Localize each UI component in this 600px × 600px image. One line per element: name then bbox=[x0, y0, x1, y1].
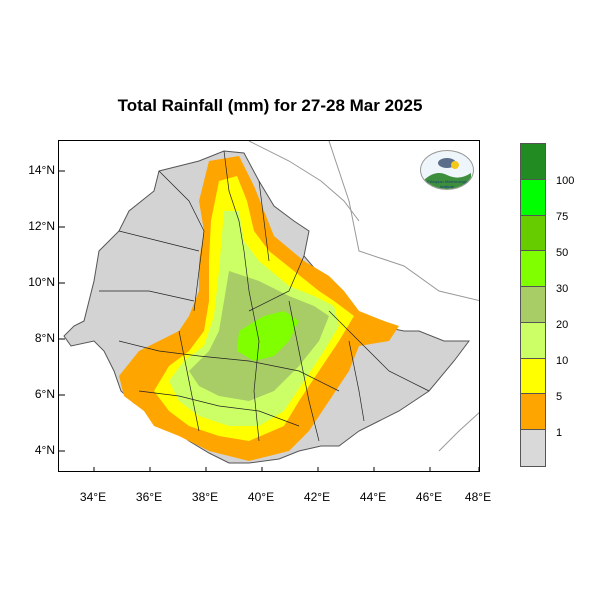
lon-tick-label: 38°E bbox=[191, 490, 219, 504]
lat-tick-label: 4°N bbox=[34, 443, 55, 457]
lat-tick-label: 8°N bbox=[34, 331, 55, 345]
lon-tick-label: 36°E bbox=[135, 490, 163, 504]
lat-tick-label: 14°N bbox=[28, 163, 55, 177]
legend-swatch bbox=[521, 251, 545, 288]
color-legend bbox=[520, 143, 546, 467]
lat-tick-label: 12°N bbox=[28, 219, 55, 233]
institute-logo: Ethiopian Meteorology Institute bbox=[420, 150, 474, 190]
legend-swatch bbox=[521, 322, 545, 359]
lon-tick-label: 34°E bbox=[79, 490, 107, 504]
legend-label: 30 bbox=[556, 283, 569, 295]
legend-label: 50 bbox=[556, 247, 569, 259]
legend-swatch bbox=[521, 394, 545, 431]
legend-label: 10 bbox=[556, 355, 569, 367]
logo-emblem-icon bbox=[423, 158, 471, 189]
lon-tick-label: 48°E bbox=[464, 490, 492, 504]
legend-swatch bbox=[521, 430, 545, 466]
legend-label: 20 bbox=[556, 319, 569, 331]
legend-swatch bbox=[521, 179, 545, 216]
admin-boundaries bbox=[99, 150, 430, 442]
lat-tick-label: 6°N bbox=[34, 387, 55, 401]
legend-label: 5 bbox=[556, 391, 563, 403]
lon-tick-label: 42°E bbox=[303, 490, 331, 504]
lon-tick-label: 40°E bbox=[247, 490, 275, 504]
legend-label: 75 bbox=[556, 211, 569, 223]
legend-label: 100 bbox=[556, 175, 575, 187]
lon-tick-label: 44°E bbox=[359, 490, 387, 504]
legend-swatch bbox=[521, 287, 545, 323]
map-panel bbox=[58, 140, 480, 472]
neighbour-borders bbox=[248, 141, 479, 452]
legend-swatch bbox=[521, 358, 545, 395]
map-title: Total Rainfall (mm) for 27-28 Mar 2025 bbox=[117, 96, 423, 115]
logo-caption: Ethiopian Meteorology Institute bbox=[427, 179, 467, 189]
frame-ticks bbox=[59, 170, 479, 471]
legend-swatch bbox=[521, 144, 545, 180]
lat-tick-label: 10°N bbox=[28, 275, 55, 289]
rain-30mm-region bbox=[237, 311, 299, 361]
lon-tick-label: 46°E bbox=[415, 490, 443, 504]
legend-swatch bbox=[521, 215, 545, 252]
ethiopia-rainfall-map bbox=[59, 141, 479, 471]
legend-label: 1 bbox=[556, 427, 563, 439]
